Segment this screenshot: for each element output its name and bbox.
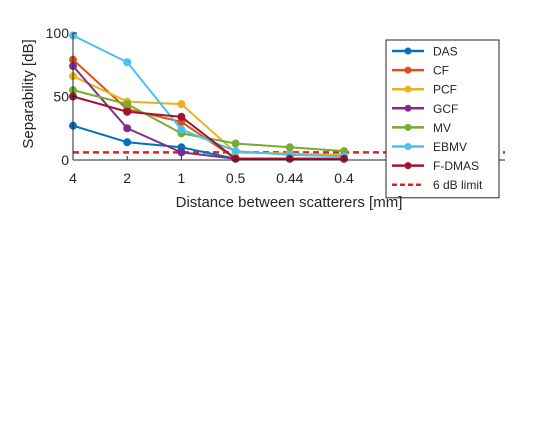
legend-label: 6 dB limit xyxy=(433,178,483,192)
x-axis-label: Distance between scatterers [mm] xyxy=(176,194,403,211)
series-line xyxy=(72,95,344,160)
legend-label: F-DMAS xyxy=(433,159,479,173)
x-tick-label: 0.4 xyxy=(334,170,354,186)
series-line xyxy=(72,34,345,158)
legend-entry: F-DMAS xyxy=(392,159,479,173)
legend-entry: PCF xyxy=(392,83,457,97)
data-point xyxy=(285,143,294,152)
data-point xyxy=(177,112,186,121)
data-point xyxy=(123,107,132,116)
legend-entry: CF xyxy=(392,64,449,78)
series-mv xyxy=(69,86,348,156)
series-line xyxy=(72,65,344,160)
y-tick-label: 0 xyxy=(61,152,69,168)
y-axis-label: Separability [dB] xyxy=(20,39,37,148)
legend-entry: EBMV xyxy=(392,140,467,154)
x-tick-label: 0.5 xyxy=(226,170,246,186)
series-pcf xyxy=(69,72,348,159)
data-point xyxy=(123,124,132,133)
x-tick-label: 1 xyxy=(178,170,186,186)
data-point xyxy=(123,100,132,109)
data-point xyxy=(177,148,186,157)
x-tick-label: 4 xyxy=(69,170,77,186)
legend-marker xyxy=(404,143,412,150)
data-point xyxy=(123,138,132,147)
series-line xyxy=(72,89,345,153)
data-point xyxy=(177,100,186,109)
legend-marker xyxy=(404,47,412,55)
data-point xyxy=(231,147,240,156)
legend-marker xyxy=(404,123,412,131)
series-gcf xyxy=(69,62,348,163)
legend-marker xyxy=(404,66,412,74)
x-tick-label: 0.44 xyxy=(276,170,303,186)
legend-label: PCF xyxy=(433,83,457,97)
series-line xyxy=(72,58,344,160)
y-tick-label: 50 xyxy=(53,89,69,105)
series-line xyxy=(72,75,345,156)
legend-marker xyxy=(404,104,412,112)
legend-entry: DAS xyxy=(392,45,458,59)
data-point xyxy=(123,58,132,67)
x-tick-label: 2 xyxy=(123,170,131,186)
data-point xyxy=(177,125,186,134)
legend-marker xyxy=(404,162,412,170)
legend-entry: MV xyxy=(392,121,451,135)
legend-label: DAS xyxy=(433,45,458,59)
legend-marker xyxy=(404,85,412,93)
legend-entry: GCF xyxy=(392,102,458,116)
legend-label: MV xyxy=(433,121,451,135)
data-point xyxy=(231,139,240,148)
legend-label: GCF xyxy=(433,102,458,116)
series-ebmv xyxy=(69,31,348,161)
legend-box xyxy=(385,39,500,199)
legend-entry: 6 dB limit xyxy=(392,178,483,192)
legend-label: EBMV xyxy=(433,140,467,154)
legend-label: CF xyxy=(433,64,449,78)
y-tick-label: 100 xyxy=(46,25,70,41)
